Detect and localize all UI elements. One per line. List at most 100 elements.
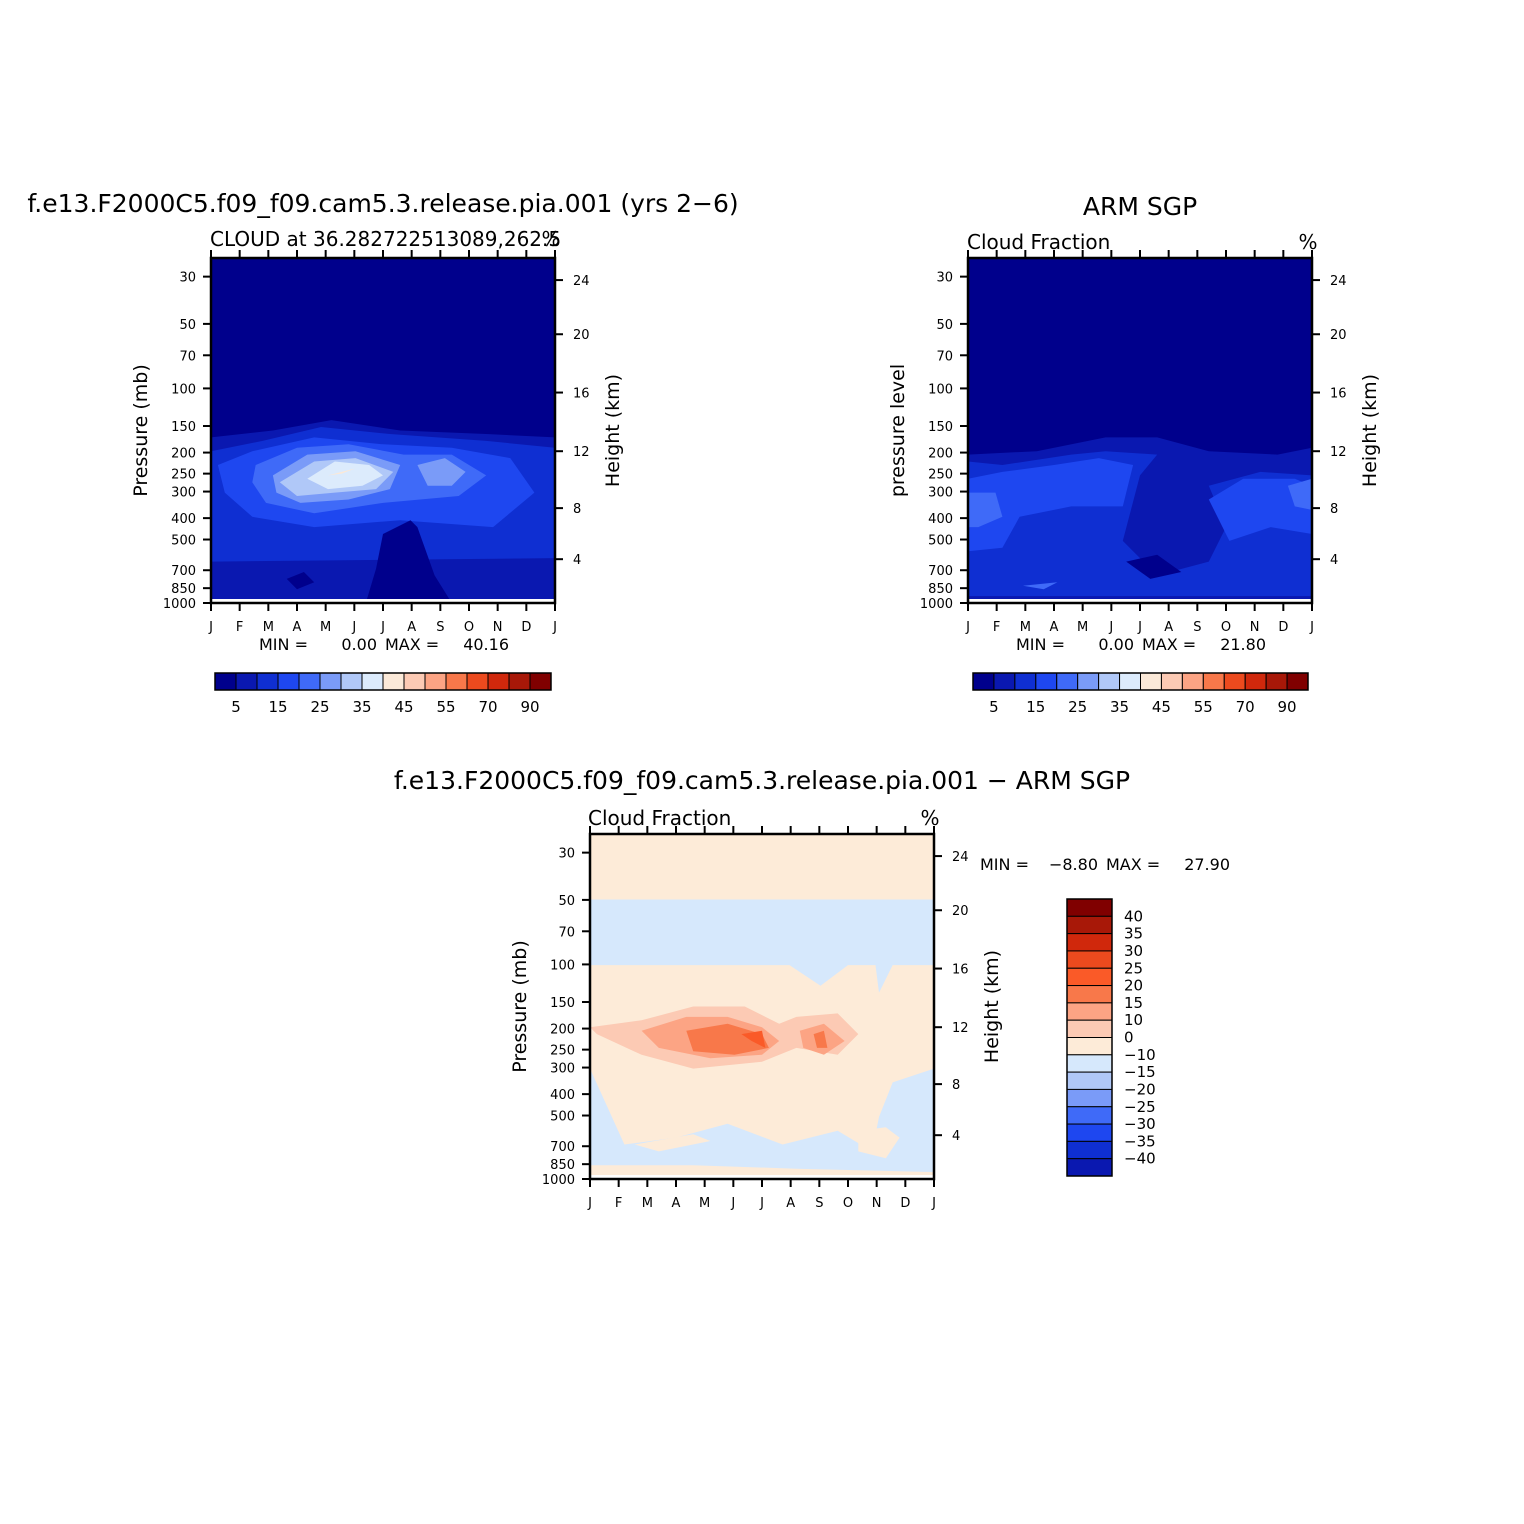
chart-subtitle: CLOUD at 36.282722513089,262.5 xyxy=(210,227,561,251)
colorbar-label: 5 xyxy=(989,698,999,716)
surface-line xyxy=(211,599,555,602)
x-tick-label: O xyxy=(1221,620,1231,635)
x-tick-label: J xyxy=(931,1196,936,1211)
colorbar-label: 25 xyxy=(1124,959,1143,977)
contour-band-9 xyxy=(813,1030,828,1048)
y-right-axis-label: Height (km) xyxy=(981,950,1003,1063)
y-tick-label: 700 xyxy=(928,564,953,579)
colorbar-swatch xyxy=(340,672,363,691)
colorbar-swatch xyxy=(972,672,995,691)
contour-band-2 xyxy=(968,458,1134,552)
colorbar-label: 15 xyxy=(268,698,287,716)
x-tick-label: A xyxy=(1164,620,1173,635)
x-tick-label: O xyxy=(843,1196,853,1211)
y-tick-label: 50 xyxy=(558,894,575,909)
y-tick-label: 300 xyxy=(550,1062,575,1077)
colorbar-label: −35 xyxy=(1124,1132,1156,1150)
y-right-tick-label: 12 xyxy=(1330,445,1347,460)
colorbar-swatch xyxy=(1066,1071,1113,1090)
x-tick-label: D xyxy=(1278,620,1288,635)
surface-line xyxy=(590,1175,934,1178)
x-tick-label: N xyxy=(493,620,503,635)
colorbar-swatch xyxy=(1265,672,1288,691)
x-tick-label: S xyxy=(1193,620,1201,635)
colorbar-swatch xyxy=(1119,672,1141,691)
colorbar-swatch xyxy=(487,672,510,691)
chart-title: f.e13.F2000C5.f09_f09.cam5.3.release.pia… xyxy=(27,189,738,218)
colorbar-swatch xyxy=(993,672,1016,691)
colorbar-label: 35 xyxy=(1124,925,1143,943)
colorbar-swatch xyxy=(1066,933,1113,952)
colorbar-label: −15 xyxy=(1124,1063,1156,1081)
x-tick-label: J xyxy=(587,1196,592,1211)
colorbar-swatch xyxy=(1066,898,1113,917)
x-tick-label: J xyxy=(380,620,385,635)
colorbar-frame xyxy=(1066,898,1113,1177)
y-tick-label: 30 xyxy=(558,847,575,862)
y-tick-label: 150 xyxy=(928,420,953,435)
colorbar-label: −40 xyxy=(1124,1150,1156,1168)
x-tick-label: O xyxy=(464,620,474,635)
y-tick-label: 400 xyxy=(928,512,953,527)
x-tick-label: M xyxy=(699,1196,710,1211)
colorbar-swatch xyxy=(1066,1054,1113,1073)
contour-band-8 xyxy=(686,1023,769,1055)
colorbar-label: −10 xyxy=(1124,1046,1156,1064)
colorbar-label: 30 xyxy=(1124,942,1143,960)
chart-subtitle: Cloud Fraction xyxy=(588,806,731,830)
colorbar-swatch xyxy=(403,672,426,691)
colorbar-swatch xyxy=(1066,950,1113,969)
x-tick-label: F xyxy=(236,620,243,635)
y-tick-label: 250 xyxy=(928,468,953,483)
y-right-tick-label: 12 xyxy=(573,445,590,460)
y-right-tick-label: 24 xyxy=(952,850,969,865)
y-tick-label: 400 xyxy=(171,512,196,527)
x-tick-label: J xyxy=(351,620,356,635)
x-tick-label: J xyxy=(1108,620,1113,635)
y-tick-label: 30 xyxy=(179,271,196,286)
x-tick-label: M xyxy=(642,1196,653,1211)
colorbar-swatch xyxy=(1140,672,1162,691)
colorbar-swatch xyxy=(1077,672,1100,691)
colorbar-swatch xyxy=(529,672,552,691)
colorbar-label: −25 xyxy=(1124,1098,1156,1116)
y-tick-label: 150 xyxy=(550,996,575,1011)
colorbar-label: 90 xyxy=(520,698,539,716)
y-right-tick-label: 16 xyxy=(573,387,590,402)
colorbar-swatch xyxy=(1181,672,1204,691)
colorbar-swatch xyxy=(1066,1140,1113,1160)
contour-band-4 xyxy=(968,492,1003,528)
contour-band-10 xyxy=(286,572,315,590)
colorbar-label: 10 xyxy=(1124,1011,1143,1029)
y-tick-label: 250 xyxy=(171,468,196,483)
max-label: MAX = xyxy=(1106,855,1160,874)
colorbar-label: 25 xyxy=(1068,698,1087,716)
colorbar-swatch xyxy=(1202,672,1225,691)
colorbar-swatch xyxy=(1066,1002,1113,1021)
y-tick-label: 200 xyxy=(171,447,196,462)
colorbar-swatch xyxy=(1223,672,1246,691)
x-tick-label: J xyxy=(552,620,557,635)
y-tick-label: 850 xyxy=(928,582,953,597)
colorbar-swatch xyxy=(1014,672,1037,691)
contour-band-7 xyxy=(1023,582,1058,590)
y-tick-label: 400 xyxy=(550,1088,575,1103)
y-tick-label: 100 xyxy=(928,382,953,397)
y-right-tick-label: 8 xyxy=(573,502,581,517)
colorbar-label: 20 xyxy=(1124,977,1143,995)
colorbar-label: 55 xyxy=(1194,698,1213,716)
min-value: −8.80 xyxy=(1049,855,1098,874)
y-right-tick-label: 24 xyxy=(573,274,590,289)
max-label: MAX = xyxy=(1142,635,1196,654)
colorbar-swatch xyxy=(235,672,258,691)
y-tick-label: 70 xyxy=(936,349,953,364)
colorbar-label: 40 xyxy=(1124,907,1143,925)
colorbar-label: 45 xyxy=(394,698,413,716)
colorbar-swatch xyxy=(424,672,447,691)
y-tick-label: 200 xyxy=(928,447,953,462)
y-right-tick-label: 20 xyxy=(952,904,969,919)
y-axis-label: Pressure (mb) xyxy=(130,364,152,497)
contour-band-0 xyxy=(590,834,934,900)
contour-band-3 xyxy=(634,1134,711,1152)
y-right-tick-label: 20 xyxy=(573,328,590,343)
